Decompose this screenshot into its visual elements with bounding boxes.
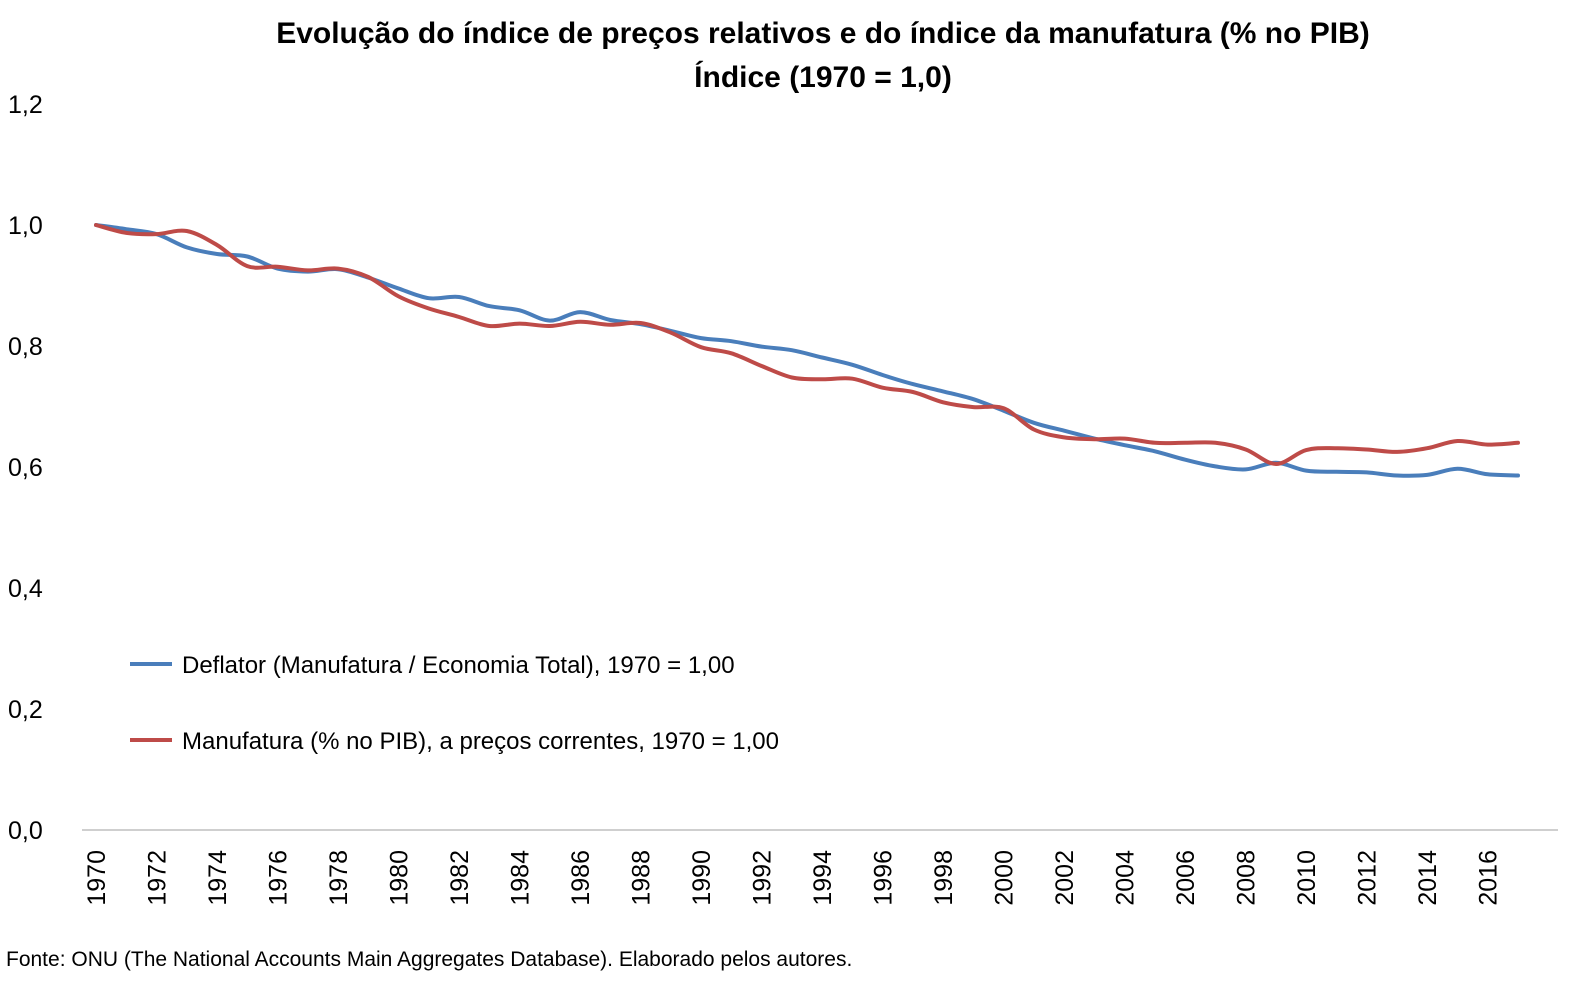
x-tick-label: 1984: [507, 850, 535, 906]
x-tick-label: 2008: [1233, 850, 1261, 906]
x-tick-label: 2002: [1051, 850, 1079, 906]
x-tick-label: 1976: [265, 850, 293, 906]
y-tick-label: 1,0: [8, 212, 43, 240]
series-line-1: [94, 223, 1520, 478]
x-axis-ticks: 1970 1972 1974 1976 1978 1980 1982 1984 1986 1988…: [83, 850, 1503, 906]
x-tick-label: 1996: [870, 850, 898, 906]
x-tick-label: 1990: [688, 850, 716, 906]
x-tick-label: 1992: [749, 850, 777, 906]
x-tick-label: 2014: [1414, 850, 1442, 906]
series-line-2: [94, 223, 1520, 467]
y-tick-label: 0,2: [8, 696, 43, 724]
x-tick-label: 1988: [628, 850, 656, 906]
chart-subtitle: Índice (1970 = 1,0): [694, 60, 952, 94]
y-tick-label: 0,4: [8, 575, 43, 603]
source-note: Fonte: ONU (The National Accounts Main A…: [6, 948, 852, 971]
legend-label-1: Deflator (Manufatura / Economia Total), …: [182, 652, 735, 679]
y-tick-label: 0,8: [8, 333, 43, 361]
chart-title: Evolução do índice de preços relativos e…: [276, 17, 1370, 50]
y-tick-label: 0,6: [8, 454, 43, 482]
y-tick-label: 1,2: [8, 91, 43, 119]
x-tick-label: 2010: [1293, 850, 1321, 906]
series-lines: [94, 223, 1520, 478]
x-tick-label: 2016: [1475, 850, 1503, 906]
x-tick-label: 1972: [144, 850, 172, 906]
x-tick-label: 2012: [1354, 850, 1382, 906]
x-tick-label: 1994: [809, 850, 837, 906]
x-tick-label: 1978: [325, 850, 353, 906]
y-tick-label: 0,0: [8, 817, 43, 845]
x-tick-label: 1974: [204, 850, 232, 906]
x-tick-label: 1970: [83, 850, 111, 906]
x-tick-label: 1982: [446, 850, 474, 906]
x-tick-label: 1998: [930, 850, 958, 906]
y-axis-ticks: 0,0 0,2 0,4 0,6 0,8 1,0 1,2: [8, 91, 43, 845]
x-tick-label: 2004: [1112, 850, 1140, 906]
x-tick-label: 1986: [567, 850, 595, 906]
x-tick-label: 2000: [991, 850, 1019, 906]
x-tick-label: 1980: [386, 850, 414, 906]
legend: Deflator (Manufatura / Economia Total), …: [130, 652, 779, 755]
x-tick-label: 2006: [1172, 850, 1200, 906]
legend-label-2: Manufatura (% no PIB), a preços corrente…: [182, 728, 779, 755]
